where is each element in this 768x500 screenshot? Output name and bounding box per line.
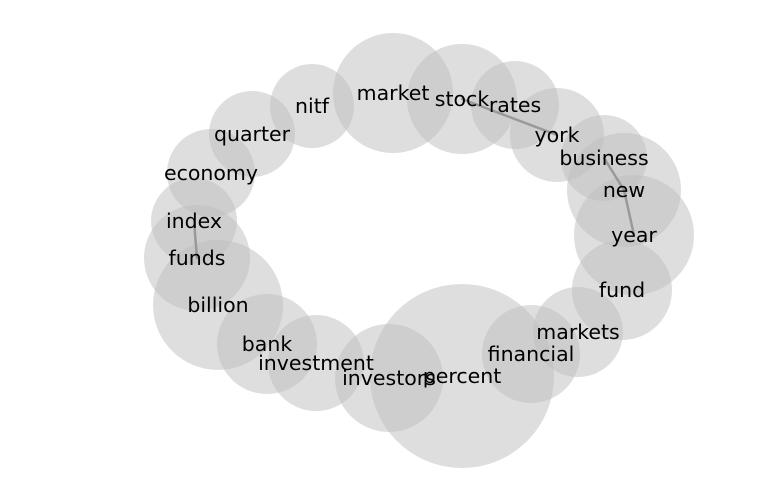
word-label-billion: billion <box>187 293 248 317</box>
word-label-investment: investment <box>258 351 374 375</box>
word-label-nitf: nitf <box>295 94 330 118</box>
word-label-york: york <box>535 123 580 147</box>
edge-layer <box>192 97 636 260</box>
bubble-percent <box>370 284 554 468</box>
word-label-business: business <box>559 146 648 170</box>
word-label-markets: markets <box>536 320 619 344</box>
word-label-new: new <box>603 178 645 202</box>
edge-index-funds <box>192 219 199 260</box>
word-label-bank: bank <box>242 332 293 356</box>
word-label-economy: economy <box>164 161 258 185</box>
word-label-index: index <box>166 209 222 233</box>
word-label-stock: stock <box>435 87 490 111</box>
word-label-year: year <box>611 223 657 247</box>
word-label-market: market <box>357 81 430 105</box>
word-label-investors: investors <box>342 366 436 390</box>
word-label-rates: rates <box>489 93 541 117</box>
word-label-funds: funds <box>169 246 226 270</box>
word-label-financial: financial <box>488 342 575 366</box>
word-label-fund: fund <box>599 278 645 302</box>
edge-stock-york <box>460 97 559 137</box>
word-label-quarter: quarter <box>214 122 291 146</box>
edge-new-year <box>622 188 636 237</box>
edge-business-new <box>602 156 626 192</box>
word-label-percent: percent <box>423 364 502 388</box>
